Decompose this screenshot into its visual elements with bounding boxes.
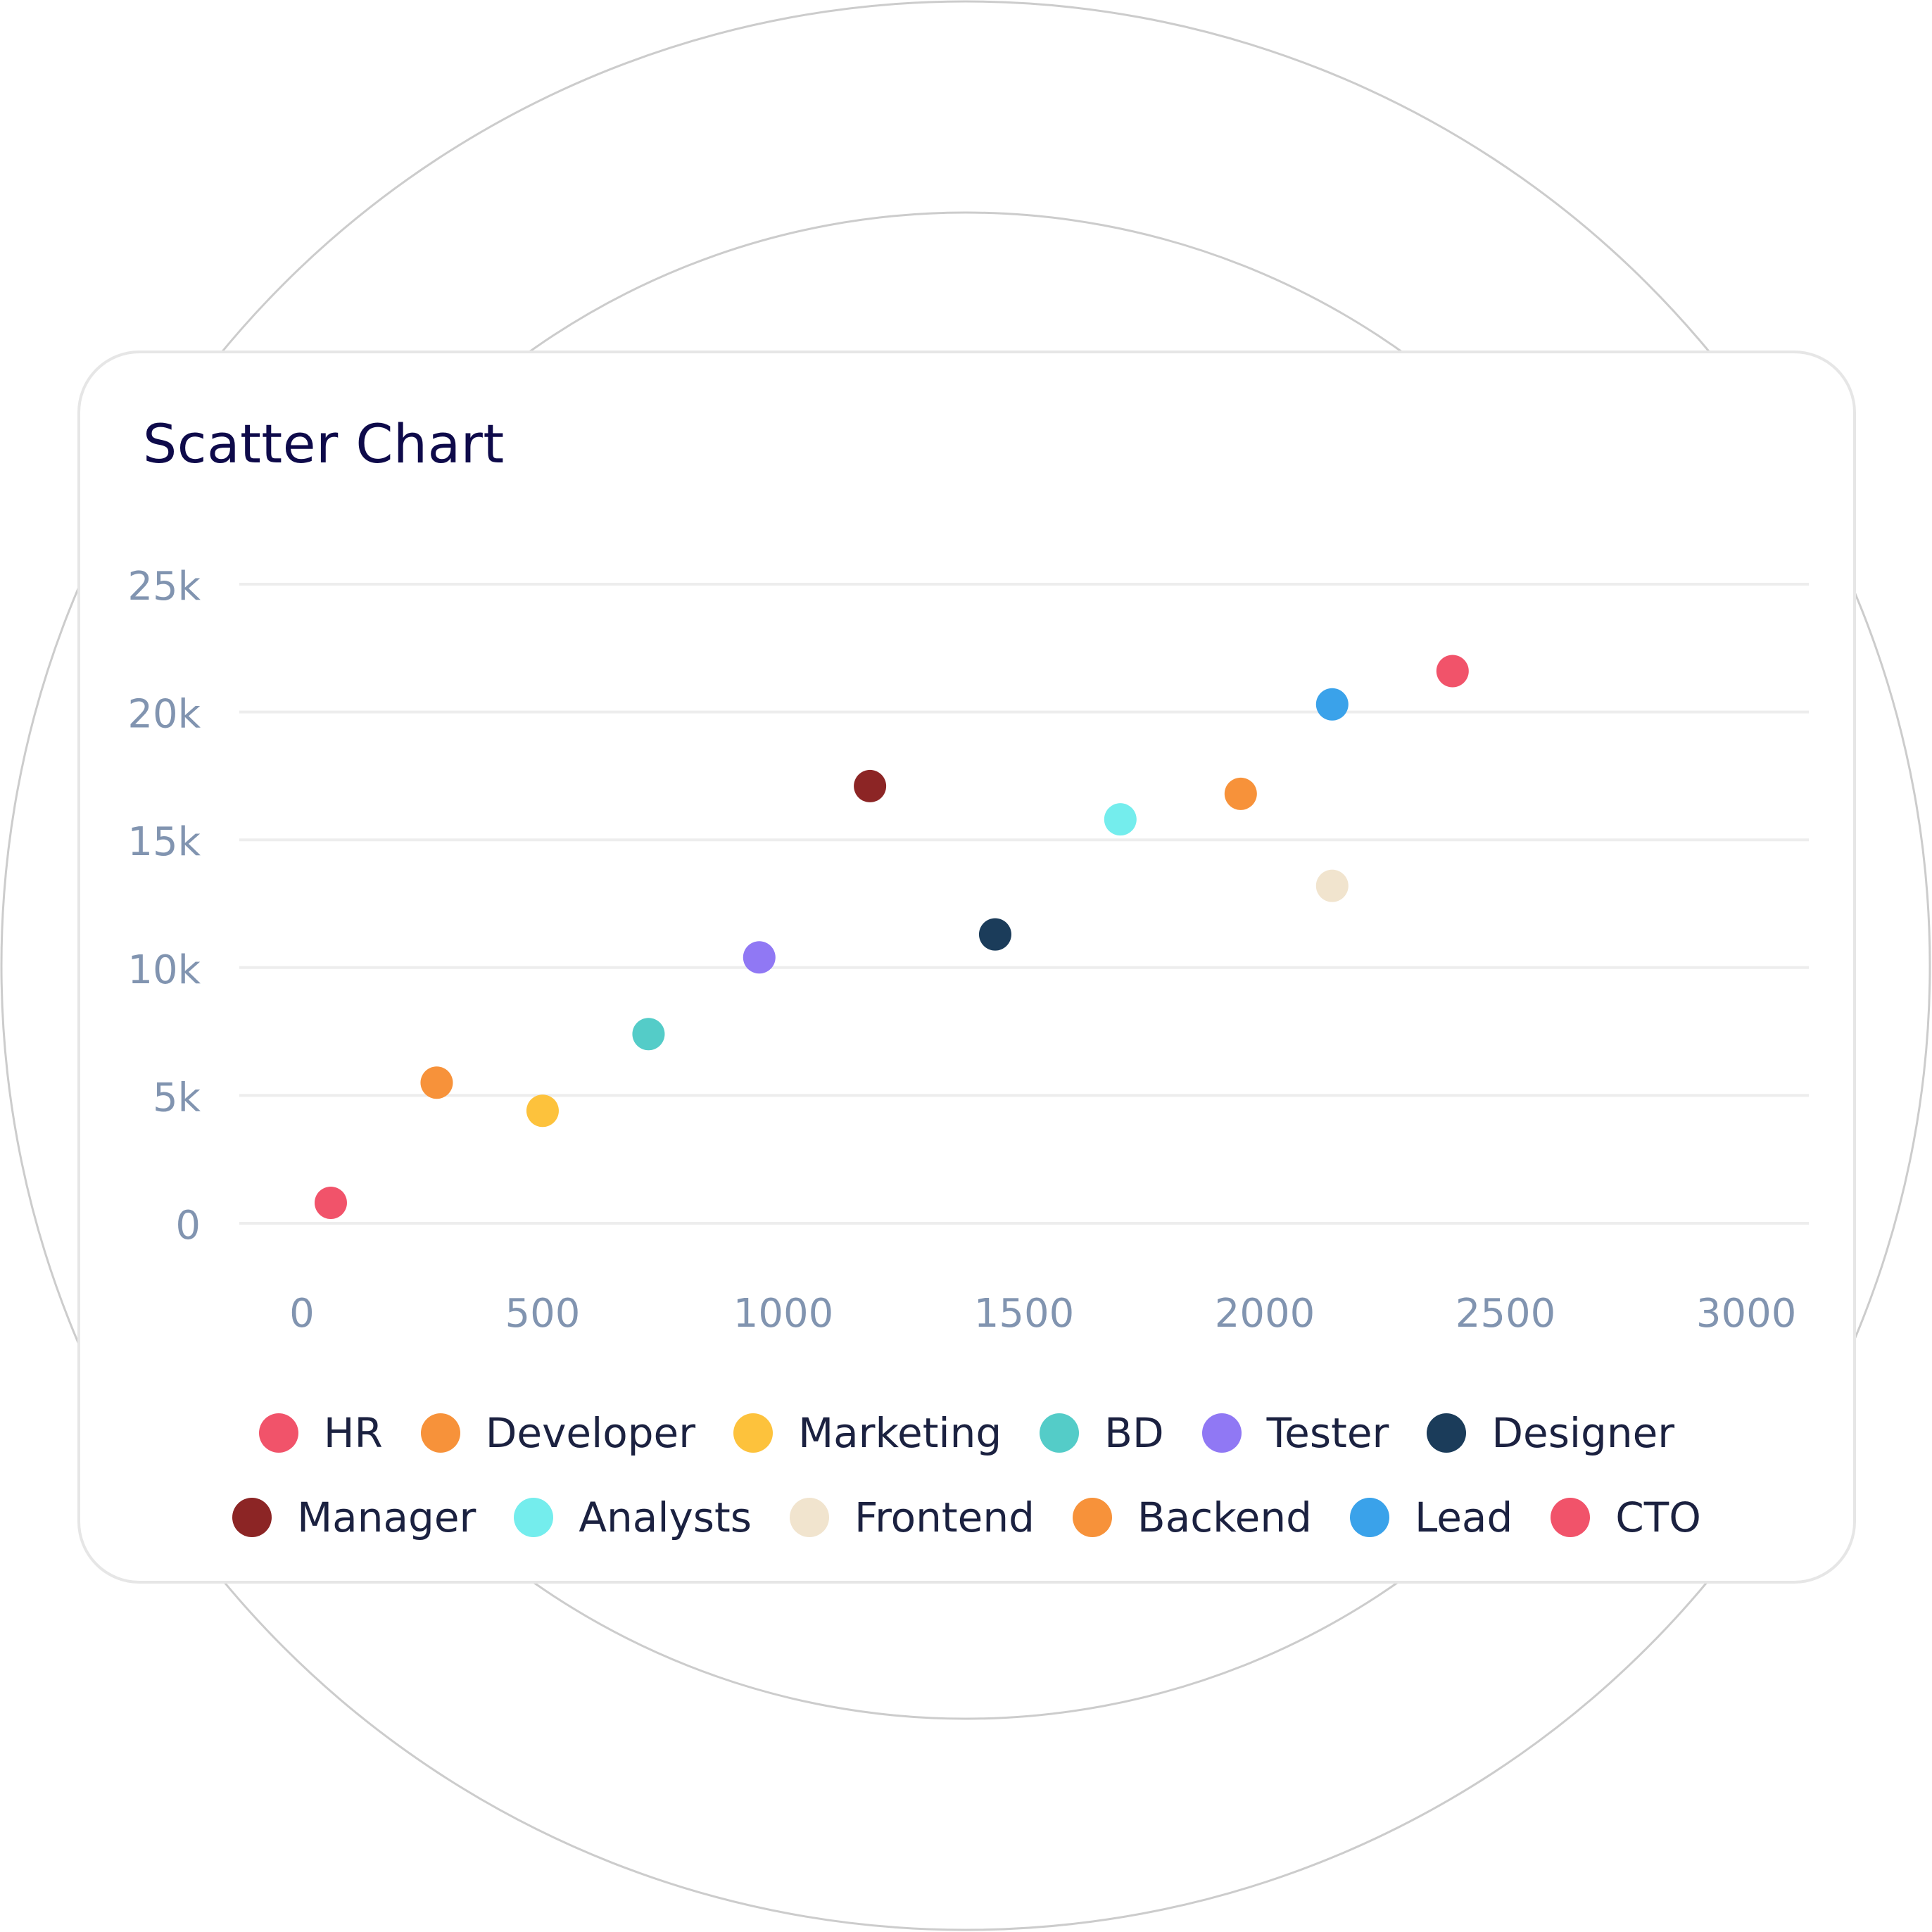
y-tick-label: 15k xyxy=(127,819,201,865)
x-tick-label: 500 xyxy=(505,1291,581,1337)
point-developer[interactable] xyxy=(420,1066,453,1099)
legend-item-designer[interactable]: Designer xyxy=(1427,1409,1674,1457)
x-tick-label: 2000 xyxy=(1215,1291,1315,1337)
y-tick-label: 0 xyxy=(175,1203,201,1249)
legend-item-manager[interactable]: Manager xyxy=(232,1494,476,1541)
legend-swatch xyxy=(232,1498,272,1537)
legend-label: Tester xyxy=(1266,1409,1389,1457)
legend-item-analysts[interactable]: Analysts xyxy=(514,1494,752,1541)
legend-swatch xyxy=(258,1413,298,1453)
legend-swatch xyxy=(1040,1413,1080,1453)
x-tick-label: 2500 xyxy=(1456,1291,1556,1337)
legend-label: Backend xyxy=(1137,1494,1312,1541)
legend-label: BD xyxy=(1104,1409,1164,1457)
point-designer[interactable] xyxy=(978,918,1011,951)
legend-label: HR xyxy=(323,1409,383,1457)
point-manager[interactable] xyxy=(854,769,887,802)
point-frontend[interactable] xyxy=(1315,869,1349,902)
legend-item-marketing[interactable]: Marketing xyxy=(733,1409,1002,1457)
legend-label: Lead xyxy=(1414,1494,1513,1541)
legend-label: Developer xyxy=(485,1409,696,1457)
x-tick-label: 3000 xyxy=(1696,1291,1797,1337)
legend-label: Frontend xyxy=(854,1494,1035,1541)
legend-swatch xyxy=(1349,1498,1389,1537)
legend-item-frontend[interactable]: Frontend xyxy=(789,1494,1035,1541)
x-axis-ticks: 0 500 1000 1500 2000 2500 3000 xyxy=(289,1291,1796,1337)
y-axis-ticks: 0 5k 10k 15k 20k 25k xyxy=(127,564,201,1249)
x-tick-label: 1500 xyxy=(974,1291,1075,1337)
legend-swatch xyxy=(789,1498,829,1537)
point-hr[interactable] xyxy=(314,1186,347,1219)
y-tick-label: 5k xyxy=(153,1075,201,1120)
x-tick-label: 1000 xyxy=(733,1291,834,1337)
legend-label: CTO xyxy=(1615,1494,1701,1541)
legend-swatch xyxy=(1551,1498,1591,1537)
y-tick-label: 25k xyxy=(127,564,201,610)
point-lead[interactable] xyxy=(1315,688,1349,721)
legend-item-hr[interactable]: HR xyxy=(258,1409,383,1457)
legend-row-1: HR Developer Marketing BD Tester Designer xyxy=(77,1409,1856,1457)
legend-item-backend[interactable]: Backend xyxy=(1072,1494,1312,1541)
y-tick-label: 10k xyxy=(127,947,201,993)
x-tick-label: 0 xyxy=(289,1291,315,1337)
point-bd[interactable] xyxy=(632,1018,665,1051)
point-tester[interactable] xyxy=(743,941,776,974)
legend-row-2: Manager Analysts Frontend Backend Lead CTO xyxy=(77,1494,1856,1541)
point-marketing[interactable] xyxy=(526,1094,559,1128)
point-analysts[interactable] xyxy=(1104,803,1137,836)
legend-swatch xyxy=(1072,1498,1112,1537)
legend-label: Manager xyxy=(297,1494,476,1541)
point-cto[interactable] xyxy=(1436,655,1469,688)
grid-lines xyxy=(239,583,1809,1225)
legend-swatch xyxy=(733,1413,774,1453)
legend-swatch xyxy=(1427,1413,1467,1453)
legend-item-cto[interactable]: CTO xyxy=(1551,1494,1701,1541)
legend-swatch xyxy=(514,1498,554,1537)
legend-swatch xyxy=(420,1413,460,1453)
legend-item-developer[interactable]: Developer xyxy=(420,1409,696,1457)
data-points xyxy=(314,655,1469,1219)
point-backend[interactable] xyxy=(1224,777,1257,810)
legend-label: Marketing xyxy=(798,1409,1002,1457)
legend-label: Analysts xyxy=(579,1494,752,1541)
legend-item-tester[interactable]: Tester xyxy=(1201,1409,1389,1457)
y-tick-label: 20k xyxy=(127,692,201,738)
chart-title: Scatter Chart xyxy=(143,412,505,475)
legend-item-bd[interactable]: BD xyxy=(1040,1409,1164,1457)
legend-item-lead[interactable]: Lead xyxy=(1349,1494,1513,1541)
legend-label: Designer xyxy=(1491,1409,1675,1457)
legend-swatch xyxy=(1201,1413,1242,1453)
